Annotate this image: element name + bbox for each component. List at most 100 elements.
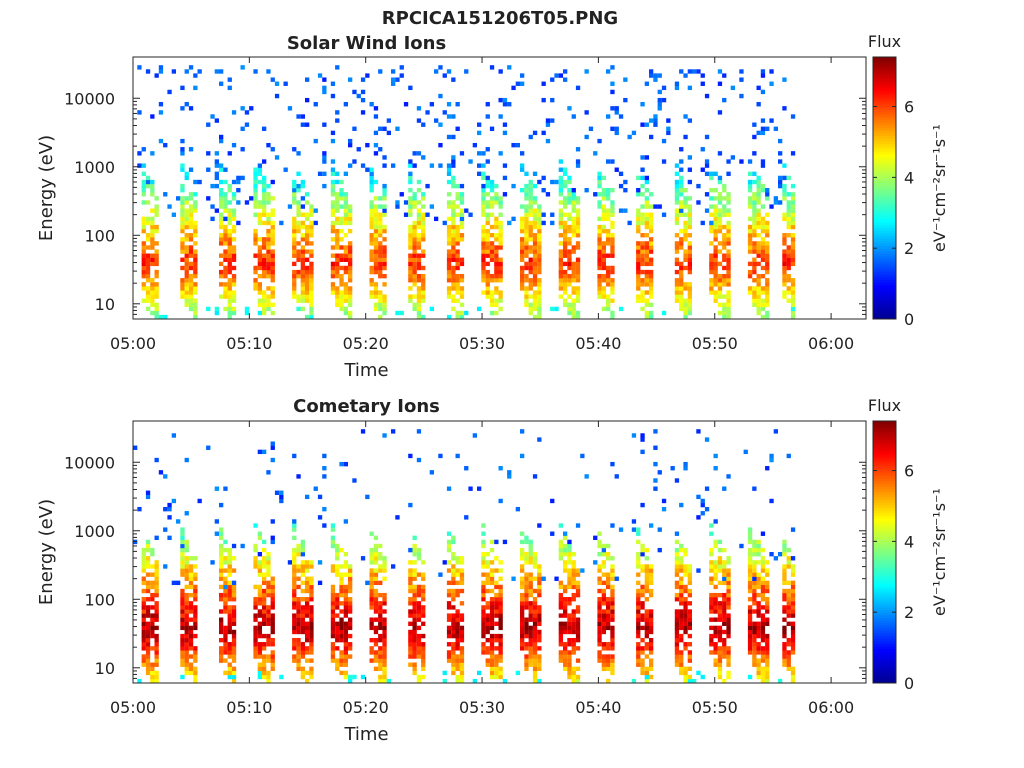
heatmap-cell <box>786 192 791 197</box>
heatmap-cell <box>653 478 658 483</box>
heatmap-cell <box>563 278 568 283</box>
heatmap-cell <box>451 646 456 651</box>
colorbar-segment <box>873 271 896 275</box>
heatmap-cell <box>369 597 374 602</box>
heatmap-cell <box>782 654 787 659</box>
heatmap-cell <box>494 224 499 230</box>
heatmap-cell <box>343 220 348 226</box>
colorbar-segment <box>873 132 896 136</box>
heatmap-cell <box>563 237 568 242</box>
colorbar-segment <box>873 227 896 231</box>
heatmap-cell <box>532 670 538 676</box>
heatmap-cell <box>717 625 723 631</box>
heatmap-cell <box>584 188 589 193</box>
heatmap-cell <box>459 278 465 283</box>
heatmap-cell <box>644 196 649 201</box>
heatmap-cell <box>348 290 353 295</box>
heatmap-cell <box>489 613 495 618</box>
heatmap-cell <box>360 97 366 103</box>
heatmap-cell <box>532 474 538 479</box>
y-tick-label: 10 <box>95 295 115 314</box>
heatmap-cell <box>382 126 387 131</box>
heatmap-cell <box>606 552 611 557</box>
heatmap-cell <box>382 637 387 643</box>
heatmap-cell <box>575 241 581 246</box>
heatmap-cell <box>322 474 327 479</box>
heatmap-cell <box>644 175 649 181</box>
heatmap-cell <box>348 249 353 254</box>
heatmap-cell <box>292 216 297 222</box>
heatmap-cell <box>244 310 250 316</box>
heatmap-cell <box>373 658 379 663</box>
heatmap-cell <box>309 625 314 631</box>
heatmap-cell <box>154 617 159 622</box>
heatmap-cell <box>601 192 606 197</box>
heatmap-cell <box>610 629 615 635</box>
heatmap-cell <box>163 506 168 512</box>
heatmap-cell <box>459 633 465 639</box>
heatmap-cell <box>713 646 718 651</box>
heatmap-cell <box>726 662 731 667</box>
heatmap-cell <box>786 253 791 258</box>
heatmap-cell <box>292 552 297 557</box>
heatmap-cell <box>356 147 361 152</box>
heatmap-cell <box>249 196 254 201</box>
heatmap-cell <box>421 224 426 230</box>
heatmap-cell <box>262 613 267 618</box>
heatmap-cell <box>683 212 688 217</box>
heatmap-cell <box>765 674 770 680</box>
heatmap-cell <box>145 637 151 643</box>
heatmap-cell <box>494 539 499 545</box>
heatmap-cell <box>709 278 714 283</box>
colorbar-segment <box>873 441 896 445</box>
heatmap-cell <box>266 584 271 590</box>
colorbar-segment <box>873 185 896 189</box>
heatmap-cell <box>455 678 460 684</box>
heatmap-cell <box>782 188 787 193</box>
colorbar-segment <box>873 211 896 215</box>
heatmap-cell <box>489 605 495 610</box>
heatmap-cell <box>416 286 422 291</box>
heatmap-cell <box>520 282 525 287</box>
heatmap-cell <box>683 617 688 622</box>
heatmap-cell <box>266 294 271 299</box>
heatmap-cell <box>674 650 680 655</box>
heatmap-cell <box>528 282 533 287</box>
heatmap-cell <box>309 278 314 283</box>
heatmap-cell <box>412 249 417 254</box>
heatmap-cell <box>382 650 387 655</box>
heatmap-cell <box>498 241 503 246</box>
heatmap-cell <box>369 294 374 299</box>
heatmap-cell <box>786 588 791 594</box>
heatmap-cell <box>489 310 495 316</box>
heatmap-cell <box>575 159 581 164</box>
heatmap-cell <box>481 192 486 197</box>
heatmap-cell <box>532 601 538 606</box>
colorbar-segment <box>873 656 896 660</box>
heatmap-cell <box>790 605 796 610</box>
heatmap-cell <box>335 564 340 569</box>
heatmap-cell <box>722 654 727 659</box>
heatmap-cell <box>412 261 417 267</box>
heatmap-cell <box>644 588 649 594</box>
heatmap-cell <box>348 646 353 651</box>
heatmap-cell <box>532 302 538 308</box>
heatmap-cell <box>528 543 533 549</box>
heatmap-cell <box>416 188 422 193</box>
heatmap-cell <box>455 617 460 622</box>
heatmap-cell <box>558 584 563 590</box>
heatmap-cell <box>481 261 486 267</box>
heatmap-cell <box>343 588 348 594</box>
heatmap-cell <box>485 601 490 606</box>
heatmap-cell <box>214 486 219 491</box>
heatmap-cell <box>309 261 314 267</box>
heatmap-cell <box>679 192 684 197</box>
heatmap-cell <box>348 265 353 271</box>
heatmap-cell <box>421 646 426 651</box>
heatmap-cell <box>494 237 499 242</box>
heatmap-cell <box>459 560 465 565</box>
heatmap-cell <box>747 539 753 545</box>
heatmap-cell <box>262 597 267 602</box>
colorbar-segment <box>873 177 896 181</box>
